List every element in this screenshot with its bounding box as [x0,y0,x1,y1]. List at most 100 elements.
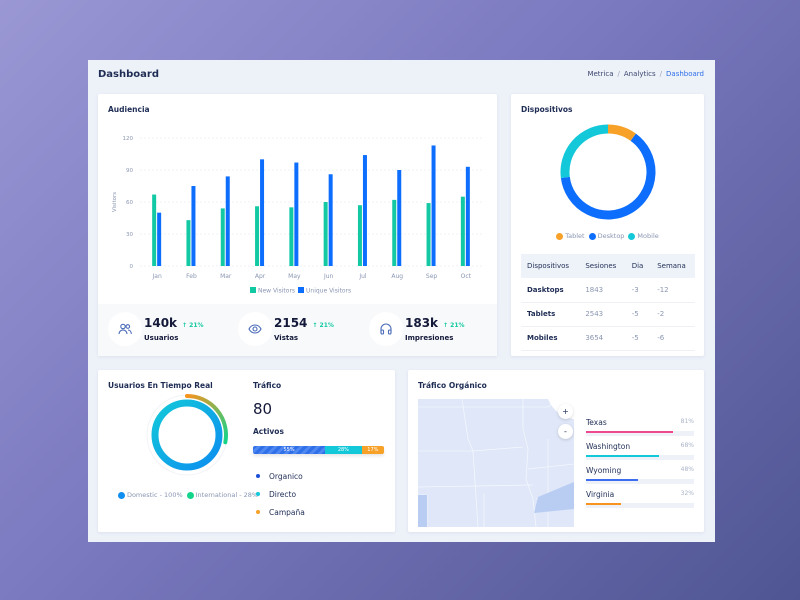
activos-stacked-bar: 55% 28% 17% [253,446,384,454]
region-percent: 68% [680,442,694,449]
trafico-title: Tráfico [253,381,282,390]
bar-new-visitors[interactable] [186,220,191,266]
y-tick-label: 90 [126,168,133,174]
bar-new-visitors[interactable] [323,202,328,266]
region-progress [586,431,694,436]
bar-new-visitors[interactable] [392,199,397,266]
x-tick-label: May [288,273,301,280]
realtime-legend: Domestic - 100% International - 28% [108,491,268,499]
region-progress [586,479,694,484]
stat-label: Usuarios [144,334,179,342]
zoom-out-button[interactable]: - [558,424,573,439]
bar-unique-visitors[interactable] [362,155,367,266]
bar-unique-visitors[interactable] [397,170,402,266]
region-progress [586,503,694,508]
domestic-ring [151,399,223,471]
region-highlight[interactable] [534,482,574,513]
realtime-card: Usuarios En Tiempo Real Domestic - 100% … [98,370,395,532]
legend-domestic: Domestic - 100% [117,491,183,499]
source-campana: Campaña [256,503,305,521]
region-progress [586,455,694,460]
region-texas: Texas 81% [586,418,694,436]
activos-label: Activos [253,427,284,436]
y-axis-label: Visitors [112,192,118,212]
y-tick-label: 0 [130,264,134,270]
y-tick-label: 30 [126,232,133,238]
breadcrumb-analytics[interactable]: Analytics [623,70,656,78]
stat-label: Vistas [274,334,299,342]
bar-unique-visitors[interactable] [431,145,436,266]
donut-slice-mobile[interactable] [560,124,609,178]
legend-mobile: Mobile [628,232,659,240]
x-tick-label: Aug [391,273,403,280]
bar-unique-visitors[interactable] [191,186,196,266]
legend-desktop: Desktop [588,232,624,240]
bar-unique-visitors[interactable] [157,212,162,266]
region-name: Texas [586,418,607,427]
stat-value: 183k [405,316,439,330]
bar-new-visitors[interactable] [255,206,260,266]
x-tick-label: Jun [323,273,334,280]
bar-new-visitors[interactable] [426,203,431,266]
breadcrumb: Metrica / Analytics / Dashboard [587,70,704,78]
stat-value: 140k [144,316,178,330]
bar-new-visitors[interactable] [357,205,362,266]
stat-label: Impresiones [405,334,454,342]
eye-icon [238,312,272,346]
region-percent: 81% [680,418,694,425]
region-name: Washington [586,442,631,451]
donut-slice-desktop[interactable] [560,133,656,220]
us-map[interactable] [418,399,574,527]
legend-tablet: Tablet [556,232,585,240]
card-title: Usuarios En Tiempo Real [108,381,213,390]
organic-traffic-card: Tráfico Orgánico + - Texas 81% Washington 6… [408,370,704,532]
bar-unique-visitors[interactable] [465,166,470,266]
realtime-radial-chart [146,394,228,476]
region-name: Wyoming [586,466,622,475]
audience-bar-chart: 0 30 60 90 120 Visitors Jan Feb Mar Apr May Jun Jul A… [112,136,483,295]
international-arc [185,394,228,445]
page-title: Dashboard [98,69,159,80]
region-wyoming: Wyoming 48% [586,466,694,484]
source-directo: Directo [256,485,305,503]
x-tick-label: Jul [358,273,367,280]
trafico-value: 80 [253,400,273,418]
breadcrumb-metrica[interactable]: Metrica [587,70,614,78]
x-tick-label: Feb [186,273,197,280]
headphones-icon [369,312,403,346]
x-tick-label: Mar [220,273,232,280]
bar-new-visitors[interactable] [460,196,465,266]
bar-unique-visitors[interactable] [225,176,230,266]
region-percent: 48% [680,466,694,473]
bar-new-visitors[interactable] [152,194,157,266]
stat-change: ↑ 21% [312,322,334,329]
bar-unique-visitors[interactable] [328,174,333,266]
audience-stats: 140k ↑ 21% Usuarios 2154 ↑ 21% Vistas 183k… [98,304,497,356]
bar-organico: 55% [253,446,326,454]
bar-unique-visitors[interactable] [260,159,265,266]
donut-slice-tablet[interactable] [607,124,636,141]
y-tick-label: 60 [126,200,133,206]
traffic-sources: Organico Directo Campaña [256,467,305,521]
bar-unique-visitors[interactable] [294,162,299,266]
audiencia-card: Audiencia 0 30 60 90 120 Visitors Jan Feb Mar Apr… [98,94,497,356]
legend-label: Unique Visitors [306,288,351,295]
bar-directo: 28% [325,446,362,454]
bar-new-visitors[interactable] [220,208,225,266]
bar-campana: 17% [361,446,384,454]
stat-change: ↑ 21% [443,322,465,329]
legend-swatch [250,287,256,293]
region-percent: 32% [680,490,694,497]
th: Dispositivos [521,254,580,278]
stat-value: 2154 [274,316,308,330]
table-row: Mobiles 3654 -5 -6 [521,326,695,351]
card-title: Dispositivos [521,105,573,114]
region-washington: Washington 68% [586,442,694,460]
users-icon [108,312,142,346]
x-tick-label: Jan [152,273,162,280]
th: Sesiones [579,254,626,278]
breadcrumb-dashboard[interactable]: Dashboard [666,70,704,78]
zoom-in-button[interactable]: + [558,404,573,419]
y-tick-label: 120 [123,136,134,142]
bar-new-visitors[interactable] [289,207,294,266]
